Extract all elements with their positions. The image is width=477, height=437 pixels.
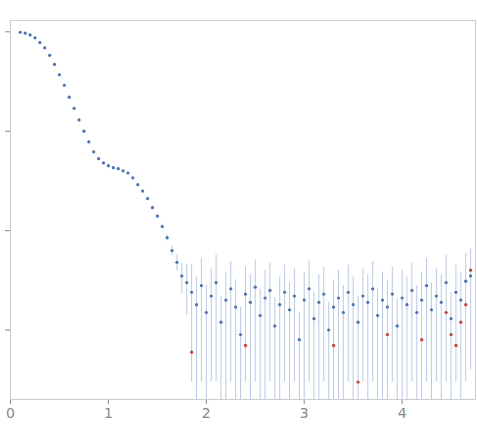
svg-text:1: 1 <box>104 405 113 421</box>
svg-text:4: 4 <box>398 405 407 421</box>
svg-text:2: 2 <box>202 405 211 421</box>
svg-text:3: 3 <box>300 405 309 421</box>
svg-text:0: 0 <box>6 405 15 421</box>
